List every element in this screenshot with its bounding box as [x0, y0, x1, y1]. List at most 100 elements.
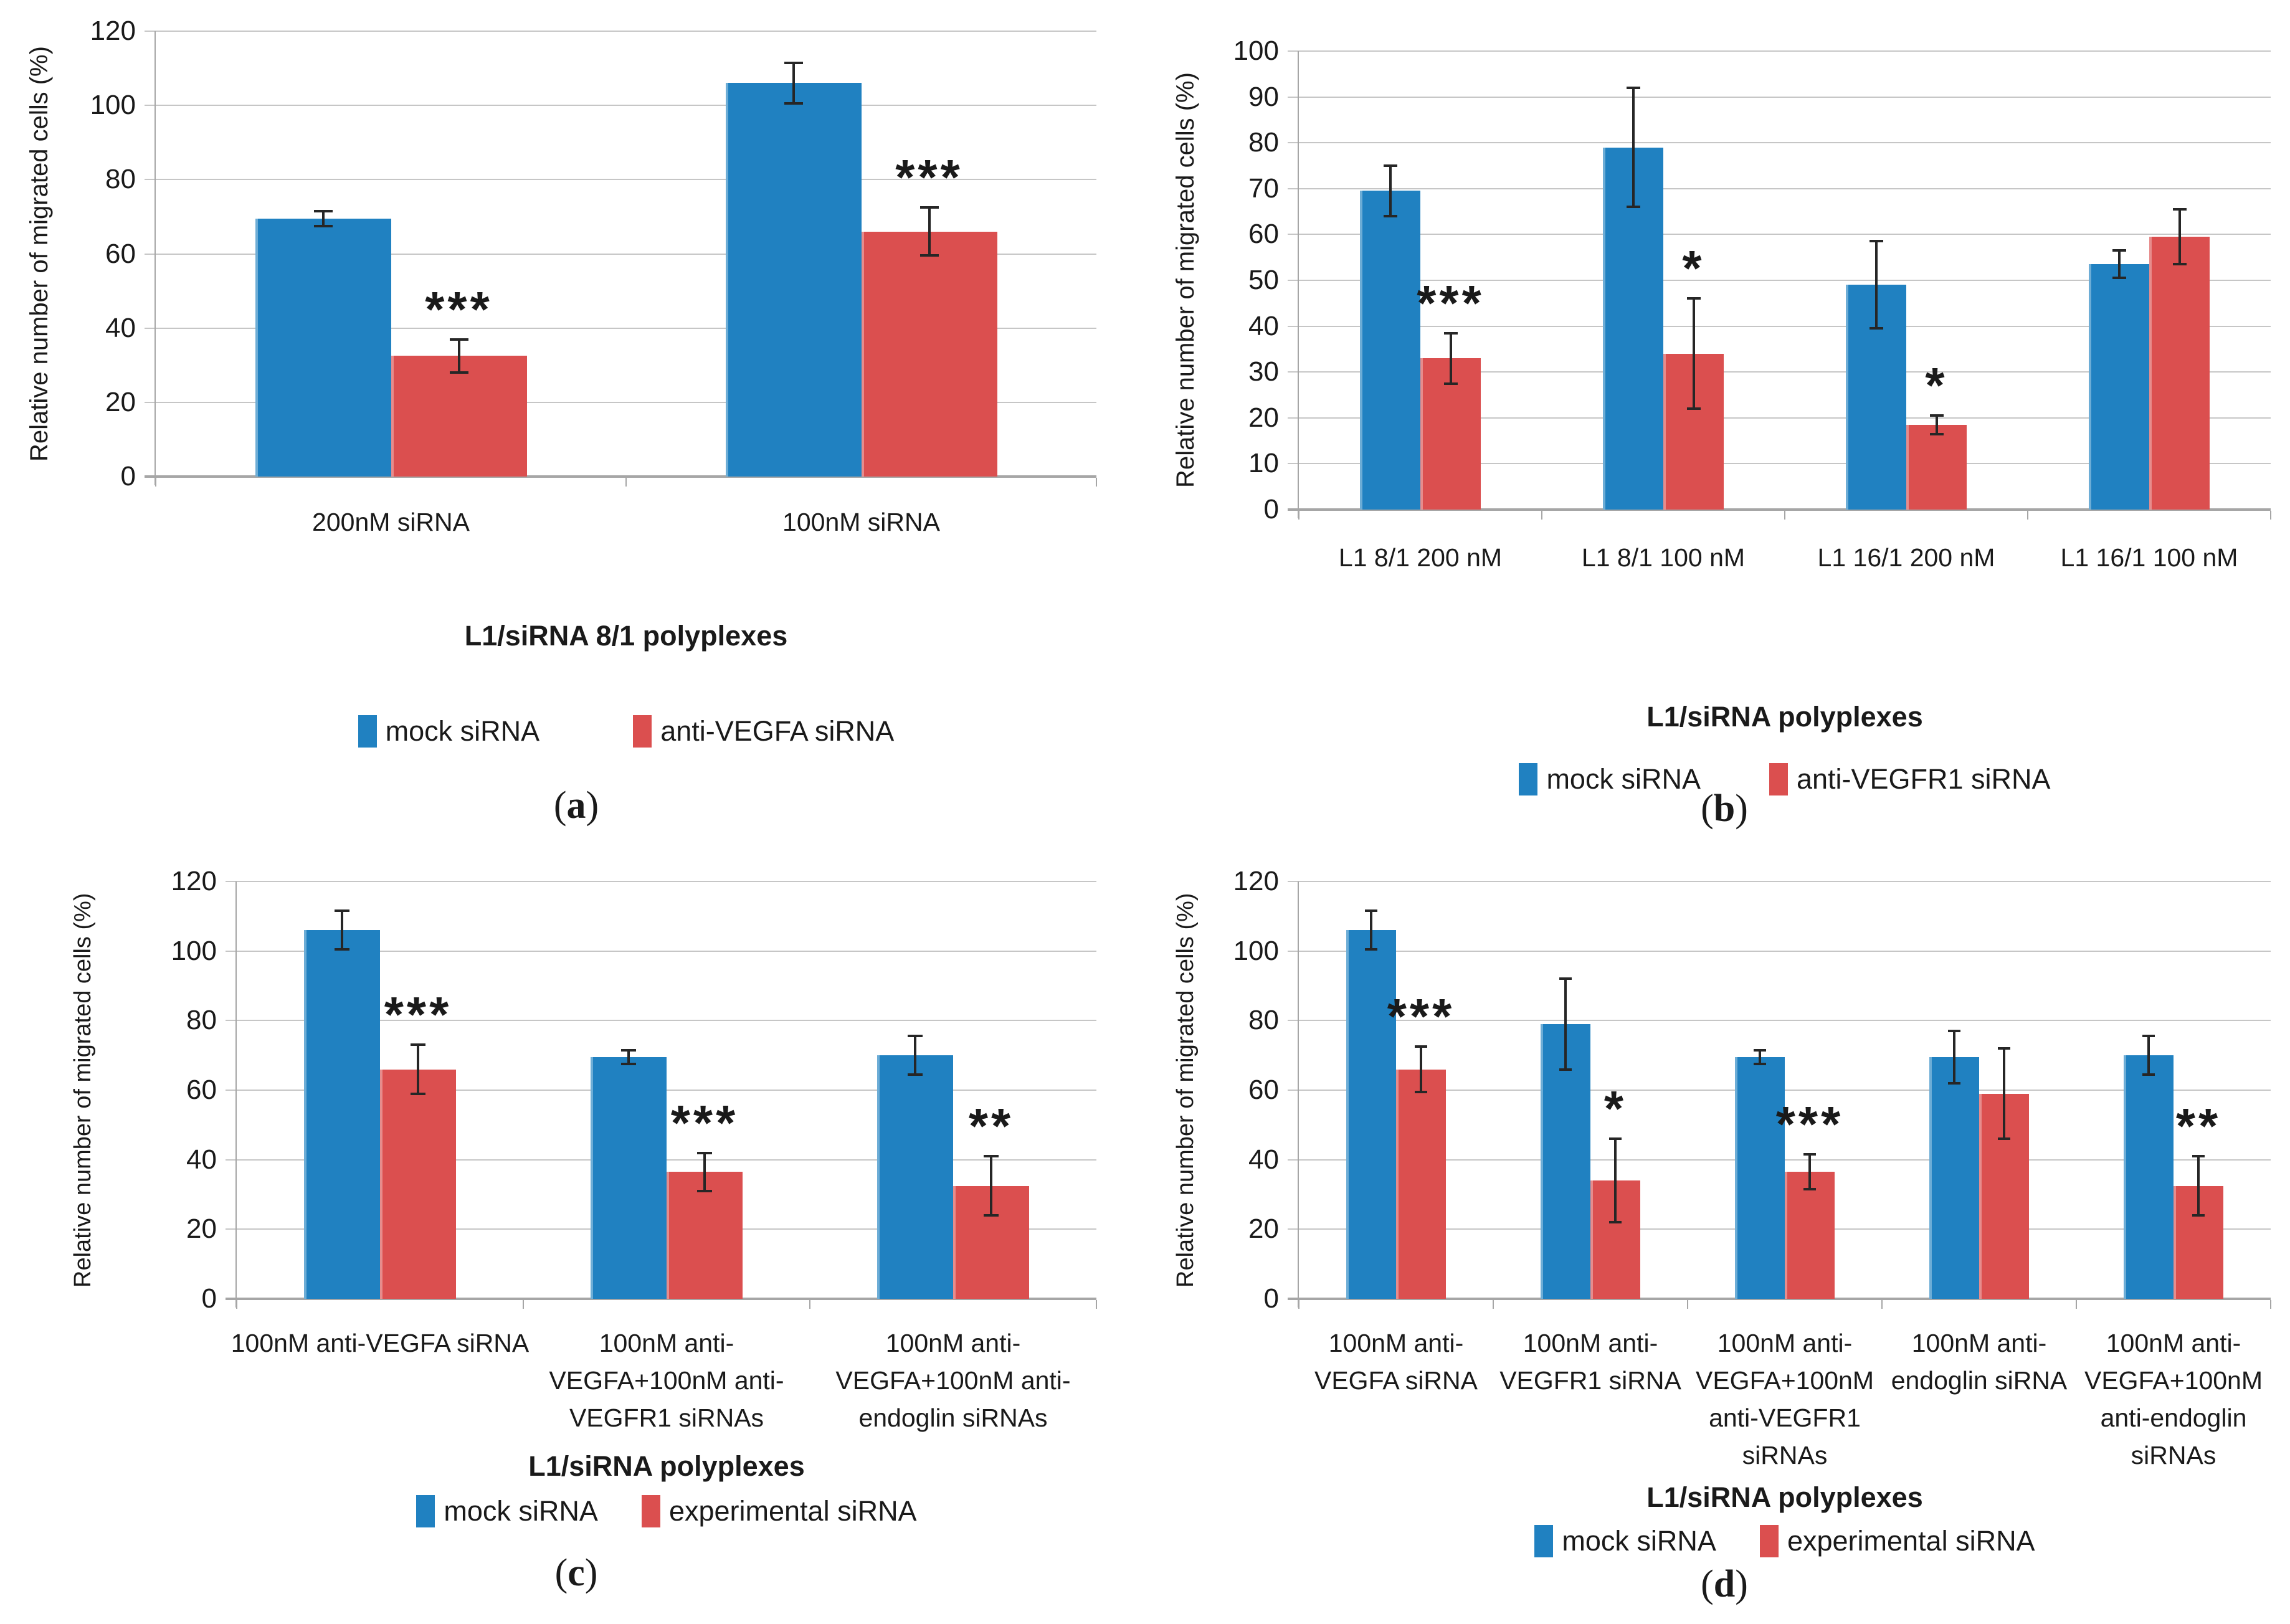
x-category-label-group1: 200nM siRNA — [312, 508, 470, 536]
gridline-100 — [226, 950, 1096, 952]
gridline-40 — [1288, 325, 2271, 327]
bar-mock-group1 — [304, 930, 380, 1299]
y-tick-label-0: 0 — [1263, 494, 1279, 525]
error-bar-line — [1935, 415, 1938, 434]
error-bar-line — [321, 211, 325, 226]
x-category-label-group1: L1 8/1 200 nM — [1338, 543, 1503, 572]
category-tick — [1096, 478, 1097, 487]
error-bar-cap-top — [335, 909, 349, 913]
gridline-20 — [145, 401, 1096, 403]
x-category-label-group1: 100nM anti-VEGFA siRNA — [230, 1329, 530, 1357]
legend-swatch-experimental — [1759, 1525, 1779, 1557]
error-bar-line — [1449, 333, 1452, 384]
error-bar-cap-bottom — [1998, 1137, 2010, 1141]
legend-label-experimental: anti-VEGFR1 siRNA — [1796, 763, 2051, 795]
x-axis-title-c: L1/siRNA polyplexes — [528, 1450, 805, 1482]
significance-marker-group3: *** — [1775, 1096, 1844, 1152]
caption-letter-c: c — [568, 1552, 585, 1594]
plot-area-d: *** * *** ** — [1288, 881, 2271, 1309]
error-bar-cap-bottom — [1559, 1068, 1572, 1071]
y-tick-label-120: 120 — [171, 866, 217, 896]
x-axis-line — [1288, 1298, 2271, 1300]
y-tick-label-90: 90 — [1248, 81, 1279, 112]
legend-label-experimental: experimental siRNA — [1787, 1525, 2035, 1557]
bar-mock-group1 — [255, 218, 391, 477]
error-bar-cap-top — [1754, 1048, 1766, 1052]
gridline-50 — [1288, 280, 2271, 281]
caption-letter-d: d — [1713, 1563, 1736, 1605]
error-bar-cap-top — [621, 1048, 636, 1052]
error-bar-cap-bottom — [1948, 1081, 1960, 1085]
bar-experimental-group1 — [391, 356, 527, 477]
category-tick — [523, 1300, 524, 1309]
error-bar-cap-top — [1869, 240, 1883, 243]
error-bar-cap-top — [697, 1151, 712, 1154]
x-category-label-group4: L1 16/1 100 nM — [2060, 543, 2238, 572]
y-tick-label-20: 20 — [1248, 402, 1279, 433]
category-tick — [1298, 511, 1299, 520]
error-bar-line — [457, 339, 460, 373]
significance-marker-group3: * — [1925, 358, 1948, 414]
plot-area-b: *** * * — [1288, 50, 2271, 520]
y-tick-label-0: 0 — [120, 461, 136, 491]
significance-marker-group3: ** — [968, 1098, 1014, 1154]
error-bar-cap-bottom — [908, 1073, 923, 1076]
legend-item-experimental: experimental siRNA — [1759, 1525, 2035, 1557]
error-bar-line — [2003, 1048, 2005, 1139]
gridline-100 — [1288, 50, 2271, 52]
legend-item-mock: mock siRNA — [1519, 763, 1701, 795]
x-axis-title-d: L1/siRNA polyplexes — [1646, 1481, 1923, 1513]
legend-swatch-mock — [1534, 1525, 1554, 1557]
x-category-label-group5: 100nM anti- VEGFA+100nM anti-endoglin si… — [2084, 1329, 2263, 1470]
y-tick-label-20: 20 — [1248, 1213, 1279, 1245]
legend-item-mock: mock siRNA — [1534, 1525, 1716, 1557]
caption-letter-b: b — [1713, 787, 1736, 830]
legend-label-experimental: anti-VEGFA siRNA — [660, 715, 895, 747]
panel-b: Relative number of migrated cells (%) **… — [1159, 12, 2290, 847]
legend-c: mock siRNA experimental siRNA — [237, 1495, 1096, 1527]
gridline-70 — [1288, 188, 2271, 189]
error-bar-cap-top — [984, 1155, 999, 1158]
category-tick — [1784, 511, 1785, 520]
gridline-80 — [145, 179, 1096, 181]
legend-swatch-mock — [416, 1495, 435, 1527]
error-bar-line — [914, 1036, 916, 1075]
error-bar-cap-top — [1609, 1137, 1622, 1141]
error-bar-cap-bottom — [1383, 214, 1397, 217]
y-tick-label-50: 50 — [1248, 265, 1279, 295]
gridline-90 — [1288, 96, 2271, 98]
significance-marker-group2: * — [1682, 240, 1705, 297]
y-axis-line — [235, 881, 237, 1308]
y-tick-label-60: 60 — [1248, 219, 1279, 250]
error-bar-line — [1692, 298, 1695, 409]
error-bar-line — [703, 1152, 706, 1191]
y-tick-label-60: 60 — [105, 238, 136, 269]
bar-mock-group5 — [2124, 1055, 2174, 1299]
legend-item-experimental: anti-VEGFR1 siRNA — [1769, 763, 2051, 795]
bar-mock-group2 — [591, 1057, 667, 1299]
category-tick — [1493, 1300, 1494, 1309]
caption-c: (c) — [554, 1552, 598, 1594]
y-tick-label-40: 40 — [105, 312, 136, 343]
category-tick — [2076, 1300, 2077, 1309]
x-category-label-group2: 100nM anti- VEGFA+100nM anti- VEGFR1 siR… — [549, 1329, 784, 1432]
bar-mock-group1 — [1360, 191, 1420, 510]
y-tick-label-40: 40 — [1248, 1144, 1279, 1175]
y-tick-label-100: 100 — [171, 935, 217, 966]
y-tick-label-120: 120 — [90, 16, 136, 46]
error-bar-cap-bottom — [919, 254, 939, 257]
error-bar-cap-bottom — [2192, 1214, 2205, 1217]
category-tick — [1687, 1300, 1688, 1309]
bar-mock-group4 — [2089, 264, 2149, 510]
y-tick-label-100: 100 — [90, 90, 136, 121]
y-tick-label-100: 100 — [1233, 36, 1279, 66]
caption-d: (d) — [1701, 1563, 1748, 1605]
legend-a: mock siRNA anti-VEGFA siRNA — [156, 715, 1096, 748]
error-bar-cap-bottom — [411, 1092, 425, 1095]
error-bar-cap-top — [1559, 977, 1572, 981]
error-bar-cap-top — [1365, 909, 1377, 913]
error-bar-line — [1808, 1154, 1811, 1190]
significance-marker-group1: *** — [1387, 989, 1455, 1045]
bar-mock-group1 — [1346, 930, 1396, 1299]
error-bar-cap-bottom — [784, 102, 803, 105]
